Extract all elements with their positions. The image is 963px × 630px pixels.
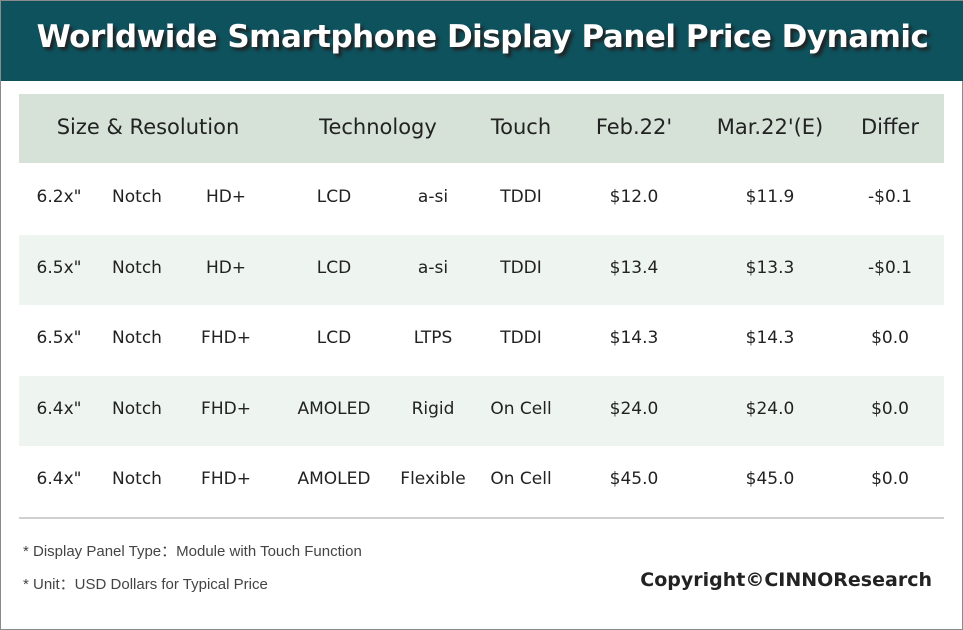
table-cell: LTPS — [413, 328, 453, 349]
table-header — [19, 94, 944, 163]
table-cell: Rigid — [411, 398, 455, 419]
table-cell: On Cell — [490, 469, 552, 490]
table-cell: Flexible — [400, 469, 466, 490]
table-cell: FHD+ — [201, 328, 251, 349]
table-cell: AMOLED — [297, 469, 371, 490]
note-unit: * Unit：USD Dollars for Typical Price — [23, 576, 268, 593]
table-cell: 6.4x" — [36, 469, 82, 490]
column-header: Touch — [490, 115, 552, 139]
table-row — [19, 375, 944, 446]
title-bar: Worldwide Smartphone Display Panel Price… — [1, 1, 963, 81]
table-cell: 6.2x" — [36, 187, 82, 207]
table-cell: Notch — [112, 398, 162, 419]
table-cell: -$0.1 — [868, 257, 912, 278]
table-cell: LCD — [316, 187, 352, 207]
table-cell: $13.4 — [609, 257, 659, 278]
table-cell: 6.4x" — [36, 398, 82, 419]
table-cell: -$0.1 — [868, 187, 912, 207]
column-header: Size & Resolution — [56, 115, 240, 139]
note-panel-type: * Display Panel Type：Module with Touch F… — [23, 543, 362, 560]
table-cell: a-si — [417, 257, 449, 278]
table-cell: FHD+ — [201, 398, 251, 419]
table-cell: $45.0 — [745, 469, 795, 490]
table-cell: $24.0 — [745, 398, 795, 419]
table-cell: FHD+ — [201, 469, 251, 490]
table-cell: $12.0 — [609, 187, 659, 207]
table-cell: AMOLED — [297, 398, 371, 419]
table-cell: $11.9 — [745, 187, 795, 207]
table-cell: LCD — [316, 257, 352, 278]
table-cell: 6.5x" — [36, 257, 82, 278]
table-cell: Notch — [112, 257, 162, 278]
table-cell: $0.0 — [871, 398, 909, 419]
column-header: Technology — [319, 115, 437, 139]
table-cell: a-si — [417, 187, 449, 207]
table-cell: $45.0 — [609, 469, 659, 490]
table-cell: LCD — [316, 328, 352, 349]
table-cell: Notch — [112, 469, 162, 490]
table-cell: $0.0 — [871, 328, 909, 349]
divider — [19, 517, 944, 519]
column-header: Mar.22'(E) — [716, 115, 824, 139]
table-cell: $24.0 — [609, 398, 659, 419]
column-header: Differ — [860, 115, 920, 139]
table-cell: TDDI — [500, 257, 542, 278]
table-row — [19, 234, 944, 305]
table-cell: $14.3 — [745, 328, 795, 349]
copyright: Copyright©CINNOResearch — [640, 569, 932, 591]
table-cell: On Cell — [490, 398, 552, 419]
table-cell: $13.3 — [745, 257, 795, 278]
table-cell: HD+ — [205, 187, 247, 207]
table-cell: Notch — [112, 328, 162, 349]
table-cell: $0.0 — [871, 469, 909, 490]
table-cell: TDDI — [500, 187, 542, 207]
table-cell: $14.3 — [609, 328, 659, 349]
table-cell: 6.5x" — [36, 328, 82, 349]
table-cell: TDDI — [500, 328, 542, 349]
page-title: Worldwide Smartphone Display Panel Price… — [36, 19, 929, 55]
column-header: Feb.22' — [595, 115, 673, 139]
table-cell: HD+ — [205, 257, 247, 278]
table-cell: Notch — [112, 187, 162, 207]
